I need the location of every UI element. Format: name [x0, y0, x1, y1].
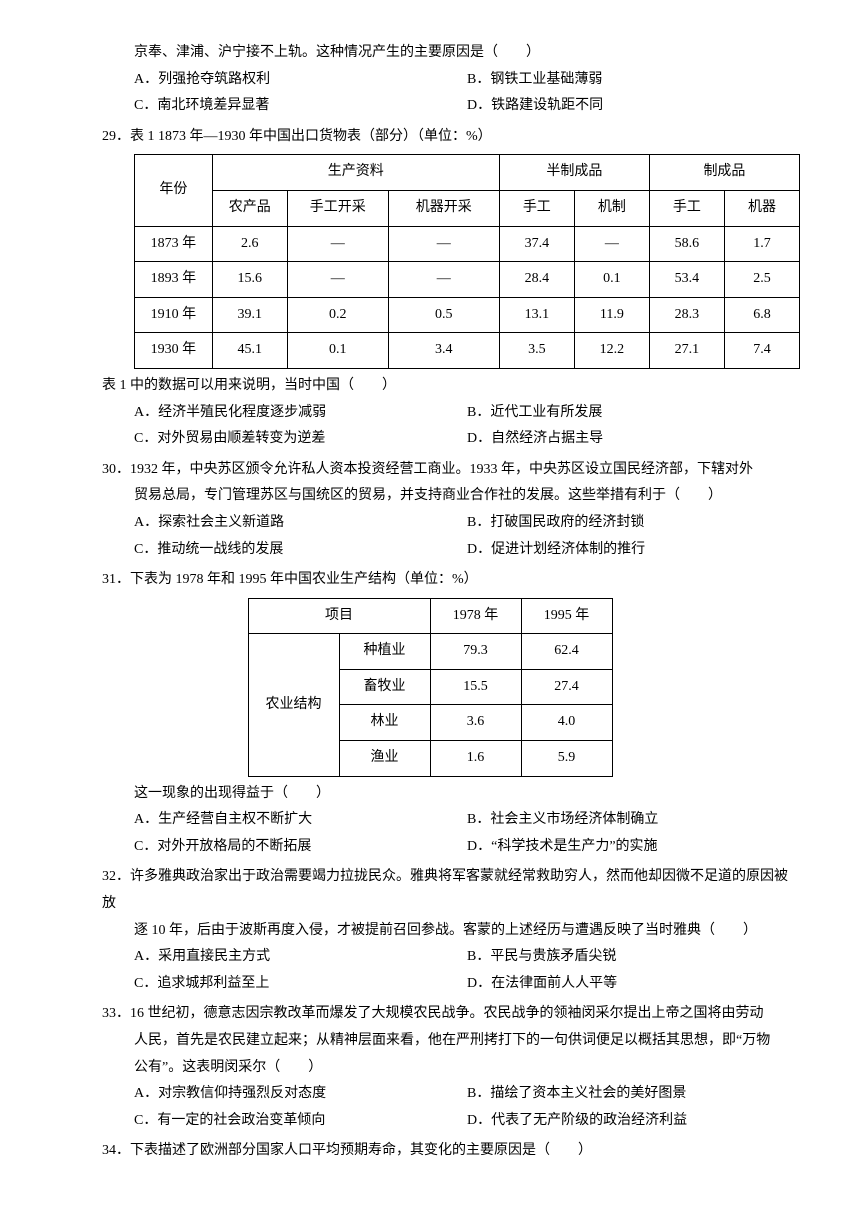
option-32-b: B．平民与贵族矛盾尖锐 — [467, 944, 800, 971]
option-29-a: A．经济半殖民化程度逐步减弱 — [134, 400, 467, 427]
option-30-a: A．探索社会主义新道路 — [134, 510, 467, 537]
q29-table: 年份 生产资料 半制成品 制成品 农产品 手工开采 机器开采 手工 机制 手工 … — [134, 154, 800, 369]
q31-options-row2: C．对外开放格局的不断拓展 D．“科学技术是生产力”的实施 — [60, 834, 800, 861]
q34-stem: 34．下表描述了欧洲部分国家人口平均预期寿命，其变化的主要原因是（ ） — [60, 1138, 800, 1165]
q32-options-row1: A．采用直接民主方式 B．平民与贵族矛盾尖锐 — [60, 944, 800, 971]
option-32-c: C．追求城邦利益至上 — [134, 971, 467, 998]
th-year: 年份 — [135, 155, 213, 226]
question-32: 32．许多雅典政治家出于政治需要竭力拉拢民众。雅典将军客蒙就经常救助穷人，然而他… — [60, 864, 800, 997]
question-30: 30．1932 年，中央苏区颁令允许私人资本投资经营工商业。1933 年，中央苏… — [60, 457, 800, 563]
option-29-c: C．对外贸易由顺差转变为逆差 — [134, 426, 467, 453]
option-28-b: B．钢铁工业基础薄弱 — [467, 67, 800, 94]
q33-line3: 公有”。这表明闵采尔（ ） — [60, 1055, 800, 1082]
q31-options-row1: A．生产经营自主权不断扩大 B．社会主义市场经济体制确立 — [60, 807, 800, 834]
table-row: 1910 年 39.1 0.2 0.5 13.1 11.9 28.3 6.8 — [135, 297, 800, 333]
option-31-c: C．对外开放格局的不断拓展 — [134, 834, 467, 861]
table-row: 1930 年 45.1 0.1 3.4 3.5 12.2 27.1 7.4 — [135, 333, 800, 369]
th-group2: 半制成品 — [499, 155, 649, 191]
th-y2: 1995 年 — [521, 598, 612, 634]
q31-table: 项目 1978 年 1995 年 农业结构 种植业 79.3 62.4 畜牧业 … — [248, 598, 613, 777]
th-group3: 制成品 — [649, 155, 799, 191]
table-row: 1893 年 15.6 — — 28.4 0.1 53.4 2.5 — [135, 262, 800, 298]
option-31-b: B．社会主义市场经济体制确立 — [467, 807, 800, 834]
question-29: 29．表 1 1873 年—1930 年中国出口货物表（部分）（单位：%） 年份… — [60, 124, 800, 453]
option-30-b: B．打破国民政府的经济封锁 — [467, 510, 800, 537]
th-sub-0: 农产品 — [212, 190, 287, 226]
q30-options-row1: A．探索社会主义新道路 B．打破国民政府的经济封锁 — [60, 510, 800, 537]
th-y1: 1978 年 — [430, 598, 521, 634]
q33-line1: 33．16 世纪初，德意志因宗教改革而爆发了大规模农民战争。农民战争的领袖闵采尔… — [60, 1001, 800, 1028]
th-sub-6: 机器 — [724, 190, 799, 226]
question-34: 34．下表描述了欧洲部分国家人口平均预期寿命，其变化的主要原因是（ ） — [60, 1138, 800, 1165]
q30-options-row2: C．推动统一战线的发展 D．促进计划经济体制的推行 — [60, 537, 800, 564]
q29-post: 表 1 中的数据可以用来说明，当时中国（ ） — [60, 373, 800, 400]
option-29-b: B．近代工业有所发展 — [467, 400, 800, 427]
q32-line1: 32．许多雅典政治家出于政治需要竭力拉拢民众。雅典将军客蒙就经常救助穷人，然而他… — [60, 864, 800, 917]
option-32-a: A．采用直接民主方式 — [134, 944, 467, 971]
option-33-c: C．有一定的社会政治变革倾向 — [134, 1108, 467, 1135]
q28-stem-cont: 京奉、津浦、沪宁接不上轨。这种情况产生的主要原因是（ ） — [60, 40, 800, 67]
q31-post: 这一现象的出现得益于（ ） — [60, 781, 800, 808]
table-row: 农业结构 种植业 79.3 62.4 — [248, 634, 612, 670]
option-28-d: D．铁路建设轨距不同 — [467, 93, 800, 120]
th-sub-5: 手工 — [649, 190, 724, 226]
option-32-d: D．在法律面前人人平等 — [467, 971, 800, 998]
option-33-a: A．对宗教信仰持强烈反对态度 — [134, 1081, 467, 1108]
q29-stem: 29．表 1 1873 年—1930 年中国出口货物表（部分）（单位：%） — [60, 124, 800, 151]
option-29-d: D．自然经济占据主导 — [467, 426, 800, 453]
th-sub-4: 机制 — [574, 190, 649, 226]
q30-line1: 30．1932 年，中央苏区颁令允许私人资本投资经营工商业。1933 年，中央苏… — [60, 457, 800, 484]
q33-line2: 人民，首先是农民建立起来；从精神层面来看，他在严刑拷打下的一句供词便足以概括其思… — [60, 1028, 800, 1055]
q33-options-row1: A．对宗教信仰持强烈反对态度 B．描绘了资本主义社会的美好图景 — [60, 1081, 800, 1108]
q29-options-row2: C．对外贸易由顺差转变为逆差 D．自然经济占据主导 — [60, 426, 800, 453]
option-28-c: C．南北环境差异显著 — [134, 93, 467, 120]
option-30-d: D．促进计划经济体制的推行 — [467, 537, 800, 564]
q28-options-row1: A．列强抢夺筑路权利 B．钢铁工业基础薄弱 — [60, 67, 800, 94]
th-item: 项目 — [248, 598, 430, 634]
th-rowhead: 农业结构 — [248, 634, 339, 776]
th-sub-3: 手工 — [499, 190, 574, 226]
option-31-d: D．“科学技术是生产力”的实施 — [467, 834, 800, 861]
option-28-a: A．列强抢夺筑路权利 — [134, 67, 467, 94]
question-31: 31．下表为 1978 年和 1995 年中国农业生产结构（单位：%） 项目 1… — [60, 567, 800, 860]
q33-options-row2: C．有一定的社会政治变革倾向 D．代表了无产阶级的政治经济利益 — [60, 1108, 800, 1135]
option-30-c: C．推动统一战线的发展 — [134, 537, 467, 564]
q29-options-row1: A．经济半殖民化程度逐步减弱 B．近代工业有所发展 — [60, 400, 800, 427]
table-row: 1873 年 2.6 — — 37.4 — 58.6 1.7 — [135, 226, 800, 262]
q30-line2: 贸易总局，专门管理苏区与国统区的贸易，并支持商业合作社的发展。这些举措有利于（ … — [60, 483, 800, 510]
q31-stem: 31．下表为 1978 年和 1995 年中国农业生产结构（单位：%） — [60, 567, 800, 594]
th-group1: 生产资料 — [212, 155, 499, 191]
th-sub-1: 手工开采 — [287, 190, 388, 226]
q28-options-row2: C．南北环境差异显著 D．铁路建设轨距不同 — [60, 93, 800, 120]
option-33-d: D．代表了无产阶级的政治经济利益 — [467, 1108, 800, 1135]
question-33: 33．16 世纪初，德意志因宗教改革而爆发了大规模农民战争。农民战争的领袖闵采尔… — [60, 1001, 800, 1134]
q32-line2: 逐 10 年，后由于波斯再度入侵，才被提前召回参战。客蒙的上述经历与遭遇反映了当… — [60, 918, 800, 945]
q32-options-row2: C．追求城邦利益至上 D．在法律面前人人平等 — [60, 971, 800, 998]
question-28-continuation: 京奉、津浦、沪宁接不上轨。这种情况产生的主要原因是（ ） A．列强抢夺筑路权利 … — [60, 40, 800, 120]
option-31-a: A．生产经营自主权不断扩大 — [134, 807, 467, 834]
option-33-b: B．描绘了资本主义社会的美好图景 — [467, 1081, 800, 1108]
th-sub-2: 机器开采 — [388, 190, 499, 226]
